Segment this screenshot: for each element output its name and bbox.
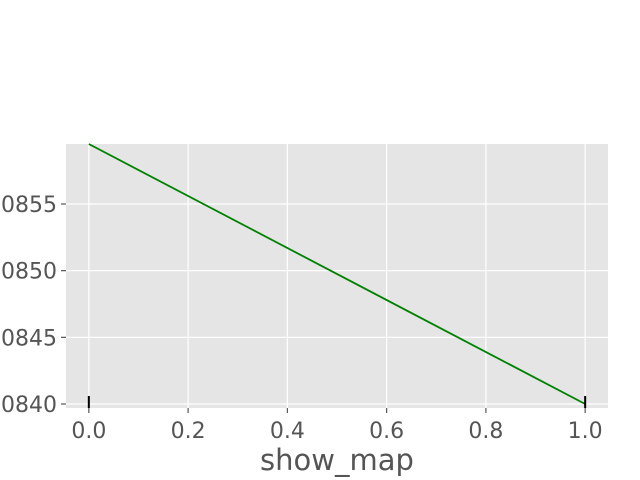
x-tick-label: 0.0 <box>71 419 106 444</box>
y-tick-label: 0840 <box>1 393 57 418</box>
x-tick-label: 1.0 <box>568 419 603 444</box>
x-tick-label: 0.4 <box>270 419 305 444</box>
y-tick-labels: 0840 0845 0850 0855 <box>1 193 57 418</box>
y-tick-label: 0845 <box>1 326 57 351</box>
x-tick-label: 0.6 <box>369 419 404 444</box>
x-tick-labels: 0.0 0.2 0.4 0.6 0.8 1.0 <box>71 419 602 444</box>
x-tick-label: 0.8 <box>468 419 503 444</box>
x-tick-label: 0.2 <box>171 419 206 444</box>
series-group <box>88 143 586 405</box>
y-tick-label: 0855 <box>1 193 57 218</box>
series-line <box>88 143 586 405</box>
y-tick-label: 0850 <box>1 260 57 285</box>
plot-background <box>66 144 608 408</box>
x-axis-label: show_map <box>260 443 414 477</box>
grid <box>61 144 608 413</box>
rug-markers <box>87 396 587 408</box>
